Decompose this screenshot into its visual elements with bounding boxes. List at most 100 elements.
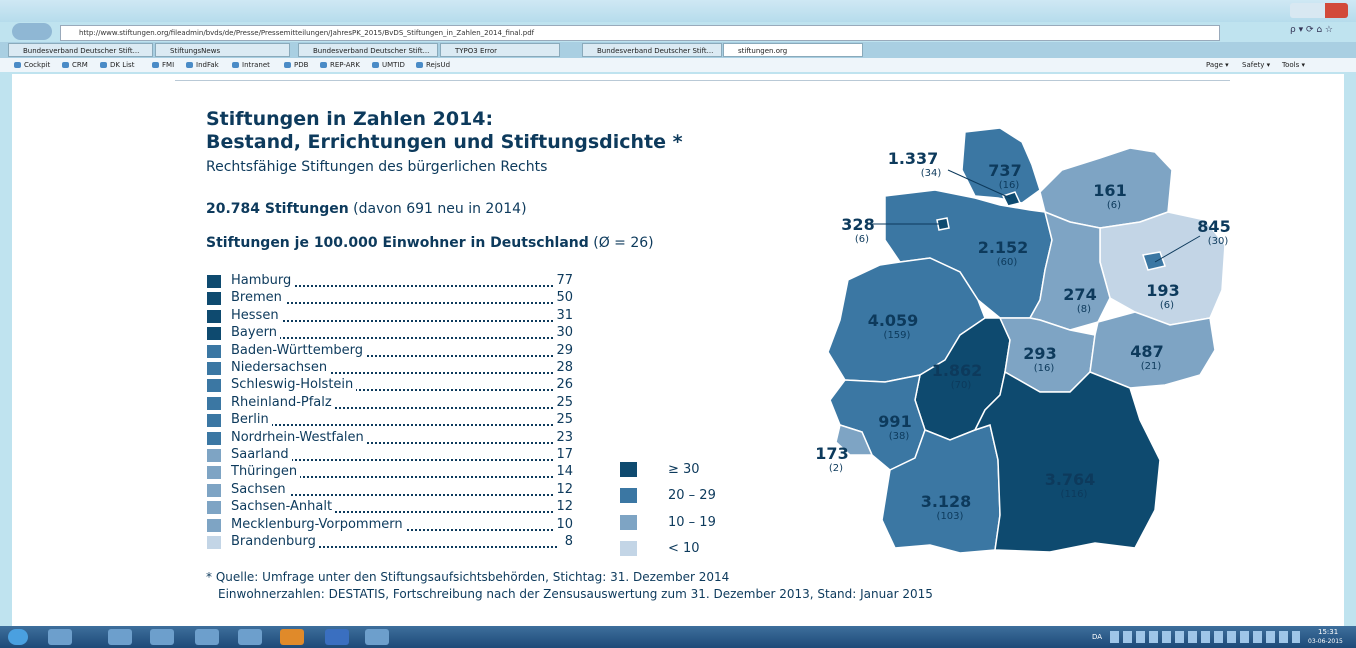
- taskbar-icon[interactable]: [150, 629, 174, 645]
- tray-icons[interactable]: [1110, 631, 1300, 643]
- legend-item: 20 – 29: [620, 488, 740, 505]
- state-value: 31: [553, 307, 573, 323]
- favorite[interactable]: PDB: [284, 58, 308, 72]
- leader-dots: [231, 493, 557, 496]
- taskbar-icon[interactable]: [238, 629, 262, 645]
- region-bayern: [973, 370, 1161, 553]
- taskbar-icon[interactable]: [48, 629, 72, 645]
- state-name: Nordrhein-Westfalen: [231, 429, 367, 445]
- favorite[interactable]: UMTID: [372, 58, 405, 72]
- map-total: 737: [988, 161, 1021, 180]
- taskbar-icon[interactable]: [280, 629, 304, 645]
- state-name: Sachsen-Anhalt: [231, 499, 336, 515]
- state-value: 77: [553, 273, 573, 288]
- total-line: 20.784 Stiftungen (davon 691 neu in 2014…: [206, 201, 527, 217]
- favorite[interactable]: Intranet: [232, 58, 270, 72]
- map-new: (16): [999, 180, 1020, 191]
- state-name: Bayern: [231, 325, 280, 341]
- clock-time[interactable]: 15:31: [1318, 628, 1339, 636]
- state-name: Schleswig-Holstein: [231, 377, 357, 393]
- favorite[interactable]: FMI: [152, 58, 174, 72]
- tab[interactable]: Bundesverband Deutscher Stift...: [582, 43, 722, 57]
- state-value: 10: [553, 516, 573, 532]
- footnote: * Quelle: Umfrage unter den Stiftungsauf…: [206, 570, 730, 584]
- map-new: (60): [997, 257, 1018, 268]
- language[interactable]: DA: [1092, 633, 1103, 641]
- map-new: (6): [855, 234, 869, 245]
- favorite[interactable]: Cockpit: [14, 58, 50, 72]
- state-value: 14: [553, 464, 573, 480]
- tab[interactable]: stiftungen.org: [723, 43, 863, 57]
- toolbar-menu[interactable]: Tools: [1282, 58, 1305, 72]
- subtitle: Rechtsfähige Stiftungen des bürgerlichen…: [206, 159, 548, 175]
- map-total: 193: [1146, 281, 1179, 300]
- favorite[interactable]: RejsUd: [416, 58, 450, 72]
- address-controls[interactable]: ρ ▾ ⟳ ⌂ ☆: [1290, 25, 1333, 35]
- state-name: Saarland: [231, 447, 292, 462]
- address-bar[interactable]: http://www.stiftungen.org/fileadmin/bvds…: [60, 25, 1220, 41]
- state-name: Brandenburg: [231, 534, 319, 549]
- state-name: Baden-Württemberg: [231, 342, 366, 358]
- state-name: Berlin: [231, 412, 272, 428]
- toolbar-menu[interactable]: Page: [1206, 58, 1229, 72]
- list-row: Sachsen-Anhalt 12: [207, 499, 573, 516]
- toolbar-menu[interactable]: Safety: [1242, 58, 1270, 72]
- start-button[interactable]: [8, 629, 28, 645]
- taskbar-icon[interactable]: [365, 629, 389, 645]
- swatch: [207, 379, 221, 393]
- map-total: 274: [1063, 285, 1096, 304]
- favorite[interactable]: CRM: [62, 58, 88, 72]
- map-total: 2.152: [978, 238, 1029, 257]
- map-new: (21): [1141, 361, 1162, 372]
- map-new: (70): [951, 380, 972, 391]
- region-schleswig-holstein: [961, 127, 1041, 204]
- region-sachsen: [1089, 311, 1216, 389]
- swatch: [207, 275, 221, 288]
- tab[interactable]: StiftungsNews: [155, 43, 290, 57]
- tab[interactable]: TYPO3 Error: [440, 43, 560, 57]
- taskbar-icon[interactable]: [195, 629, 219, 645]
- taskbar-icon[interactable]: [108, 629, 132, 645]
- leader-dots: [231, 285, 557, 287]
- map-total: 487: [1130, 342, 1163, 361]
- title-line: Bestand, Errichtungen und Stiftungsdicht…: [206, 131, 683, 153]
- leader-dots: [231, 459, 557, 461]
- map-total: 3.764: [1045, 470, 1096, 489]
- map-new: (30): [1208, 236, 1229, 247]
- map-new: (38): [889, 431, 910, 442]
- legend-label: 10 – 19: [668, 514, 716, 530]
- tab[interactable]: Bundesverband Deutscher Stift...: [298, 43, 438, 57]
- clock-date[interactable]: 03-06-2015: [1308, 638, 1343, 645]
- leader-dots: [231, 424, 557, 427]
- leader-dots: [231, 511, 557, 514]
- list-row: Mecklenburg-Vorpommern 10: [207, 516, 573, 534]
- density-line: Stiftungen je 100.000 Einwohner in Deuts…: [206, 235, 654, 251]
- leader-dots: [231, 406, 557, 409]
- swatch: [207, 414, 221, 428]
- list-row: Bayern 30: [207, 325, 573, 342]
- legend-item: ≥ 30: [620, 462, 740, 479]
- list-row: Saarland 17: [207, 447, 573, 464]
- map-new: (16): [1034, 363, 1055, 374]
- nav-buttons[interactable]: [12, 23, 52, 40]
- taskbar-icon[interactable]: [325, 629, 349, 645]
- legend-label: < 10: [668, 540, 700, 556]
- map-total: 173: [815, 444, 848, 463]
- state-name: Mecklenburg-Vorpommern: [231, 516, 406, 532]
- favorite[interactable]: IndFak: [186, 58, 219, 72]
- map-regions: [827, 127, 1226, 554]
- favorite[interactable]: DK List: [100, 58, 134, 72]
- map-new: (2): [829, 463, 843, 474]
- leader-dots: [231, 354, 557, 357]
- list-row: Brandenburg 8: [207, 534, 573, 551]
- tab[interactable]: Bundesverband Deutscher Stift...: [8, 43, 153, 57]
- list-row: Baden-Württemberg 29: [207, 342, 573, 360]
- map-new: (116): [1061, 489, 1088, 500]
- region-berlin: [1142, 251, 1166, 271]
- window-controls[interactable]: [1290, 3, 1348, 18]
- swatch: [207, 362, 221, 375]
- favorite[interactable]: REP-ARK: [320, 58, 360, 72]
- state-value: 30: [553, 325, 573, 341]
- title-line: Stiftungen in Zahlen 2014:: [206, 108, 494, 130]
- list-row: Schleswig-Holstein 26: [207, 377, 573, 394]
